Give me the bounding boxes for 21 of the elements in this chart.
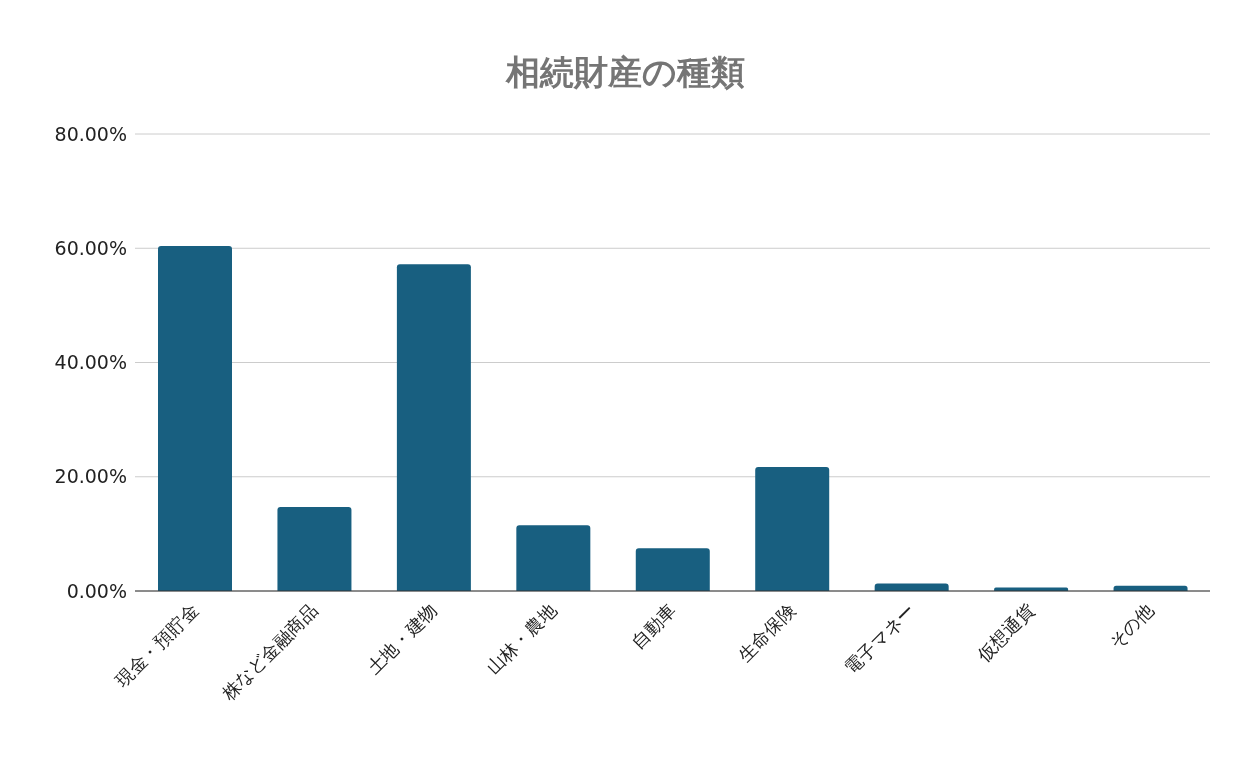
x-tick-label: 電子マネー bbox=[840, 599, 919, 679]
bar bbox=[516, 525, 591, 591]
bar bbox=[277, 507, 352, 591]
x-tick-label: 仮想通貨 bbox=[971, 599, 1039, 667]
x-tick-label: 現金・預貯金 bbox=[110, 599, 203, 691]
y-tick-label: 80.00% bbox=[54, 122, 127, 145]
bar bbox=[635, 548, 710, 591]
x-tick-label: 山林・農地 bbox=[481, 599, 561, 679]
x-tick-label: 自動車 bbox=[626, 599, 680, 653]
x-tick-label: 土地・建物 bbox=[362, 599, 442, 679]
y-tick-label: 40.00% bbox=[54, 351, 127, 374]
bar bbox=[396, 264, 471, 591]
chart-title: 相続財産の種類 bbox=[504, 51, 746, 94]
y-tick-label: 0.00% bbox=[66, 579, 127, 602]
y-tick-label: 60.00% bbox=[54, 236, 127, 259]
x-tick-label: 株など金融商品 bbox=[216, 599, 322, 705]
x-tick-label: 生命保険 bbox=[733, 599, 800, 666]
bar bbox=[158, 245, 232, 591]
bar bbox=[755, 467, 830, 591]
y-tick-label: 20.00% bbox=[54, 465, 127, 488]
x-tick-label: その他 bbox=[1104, 599, 1158, 653]
